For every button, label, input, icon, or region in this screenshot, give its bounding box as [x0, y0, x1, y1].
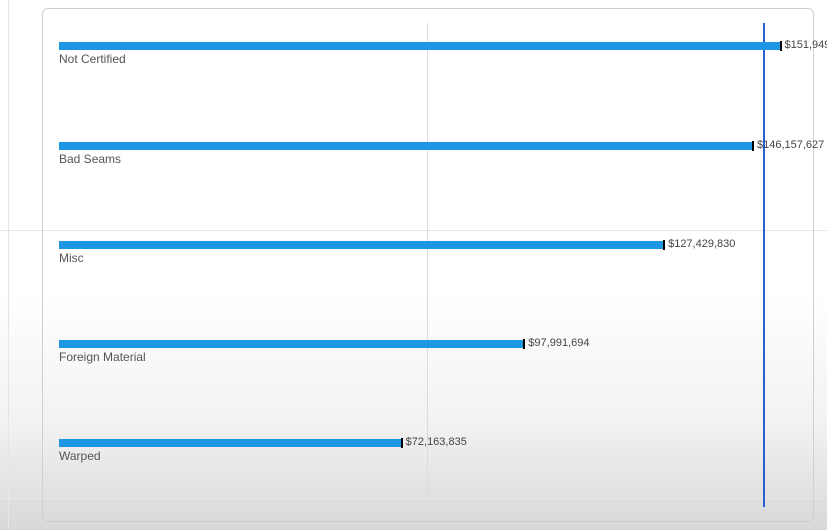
chart-bar-wrap: $97,991,694: [59, 340, 795, 348]
chart-value-label: $72,163,835: [406, 436, 467, 448]
chart-row: $127,429,830Misc: [59, 241, 795, 249]
chart-value-label: $97,991,694: [528, 337, 589, 349]
chart-value-label: $146,157,627: [757, 139, 824, 151]
chart-bar: [59, 142, 753, 150]
chart-category-label: Misc: [59, 251, 84, 265]
chart-category-label: Warped: [59, 449, 101, 463]
chart-category-label: Foreign Material: [59, 350, 146, 364]
chart-bar-wrap: $146,157,627: [59, 142, 795, 150]
chart-value-label: $127,429,830: [668, 238, 735, 250]
chart-plot-area: $151,949,006Not Certified$146,157,627Bad…: [59, 23, 795, 507]
chart-bar-endcap: [780, 41, 782, 51]
chart-bar: [59, 241, 664, 249]
chart-bar-wrap: $127,429,830: [59, 241, 795, 249]
chart-row: $72,163,835Warped: [59, 439, 795, 447]
chart-bar-wrap: $72,163,835: [59, 439, 795, 447]
chart-bar-endcap: [752, 141, 754, 151]
chart-bar: [59, 340, 524, 348]
chart-reference-line: [763, 23, 765, 507]
chart-bar-endcap: [523, 339, 525, 349]
chart-panel: $151,949,006Not Certified$146,157,627Bad…: [42, 8, 814, 522]
chart-row: $151,949,006Not Certified: [59, 42, 795, 50]
chart-bar-wrap: $151,949,006: [59, 42, 795, 50]
chart-bar-endcap: [401, 438, 403, 448]
chart-category-label: Bad Seams: [59, 152, 121, 166]
chart-gridline: [427, 23, 428, 507]
chart-bar-endcap: [663, 240, 665, 250]
chart-bar: [59, 42, 781, 50]
chart-category-label: Not Certified: [59, 52, 126, 66]
background-gridline-v: [8, 0, 9, 530]
chart-row: $146,157,627Bad Seams: [59, 142, 795, 150]
chart-bar: [59, 439, 402, 447]
chart-value-label: $151,949,006: [785, 39, 827, 51]
chart-row: $97,991,694Foreign Material: [59, 340, 795, 348]
